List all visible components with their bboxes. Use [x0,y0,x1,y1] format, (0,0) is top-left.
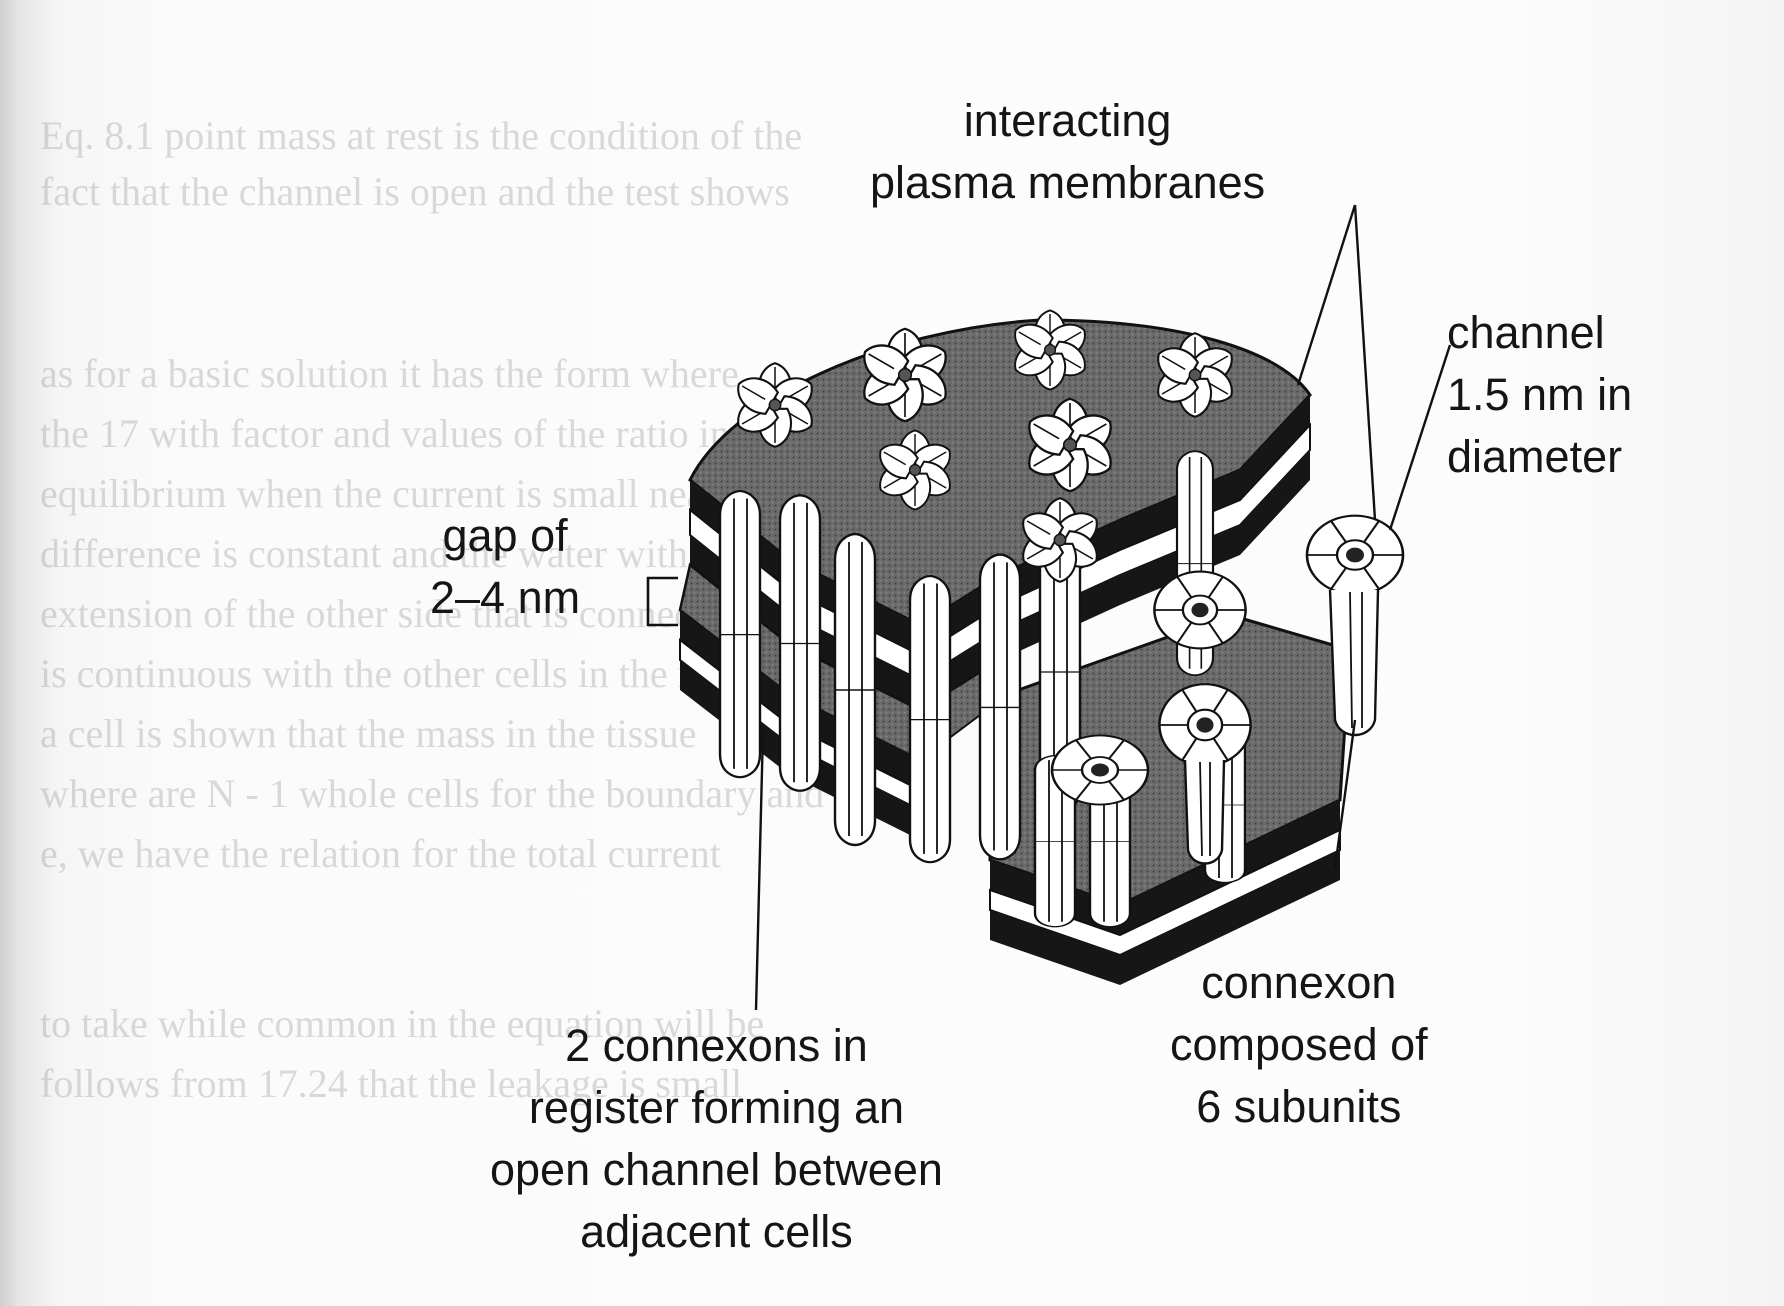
label-line: connexon [1170,952,1428,1014]
label-line: open channel between [490,1139,943,1201]
label-line: 1.5 nm in [1447,364,1632,426]
label-line: channel [1447,302,1632,364]
label-line: interacting [870,90,1265,152]
label-line: register forming an [490,1077,943,1139]
label-line: plasma membranes [870,152,1265,214]
label-channel: channel 1.5 nm in diameter [1447,302,1632,488]
label-line: adjacent cells [490,1201,943,1263]
gap-bracket [648,578,678,625]
label-interacting-membranes: interacting plasma membranes [870,90,1265,214]
label-line: 2 connexons in [490,1015,943,1077]
label-connexon: connexon composed of 6 subunits [1170,952,1428,1138]
label-line: 6 subunits [1170,1076,1428,1138]
label-gap: gap of 2–4 nm [430,505,580,629]
label-two-connexons: 2 connexons in register forming an open … [490,1015,943,1263]
label-line: diameter [1447,426,1632,488]
label-line: 2–4 nm [430,567,580,629]
label-line: gap of [430,505,580,567]
label-line: composed of [1170,1014,1428,1076]
